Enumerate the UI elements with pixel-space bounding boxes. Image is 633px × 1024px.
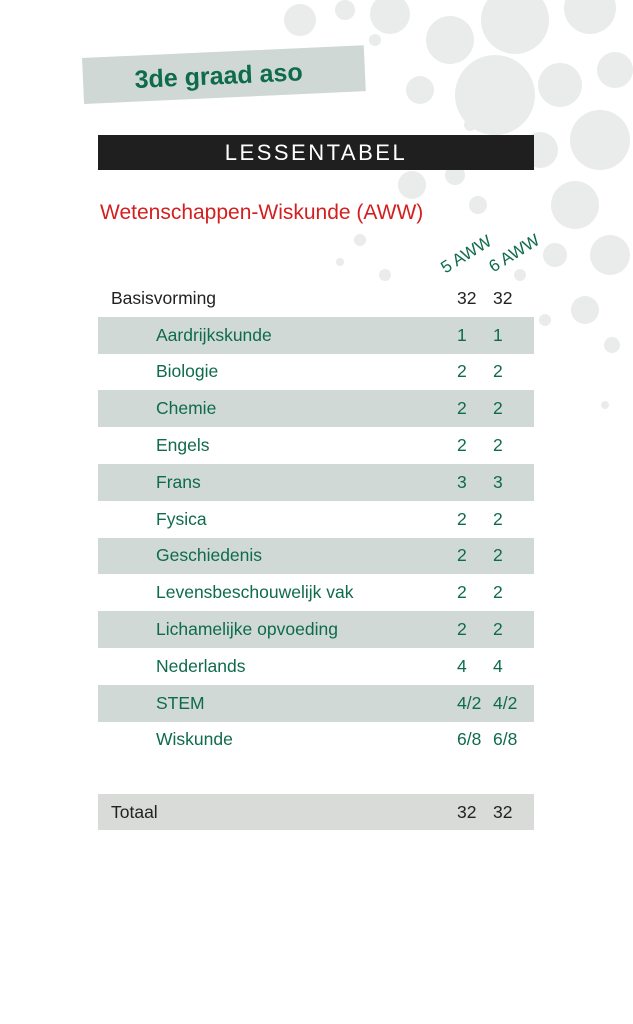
row-value-6aww: 2 (493, 508, 503, 529)
row-value-5aww: 4/2 (457, 692, 482, 713)
lessentabel-table: Basisvorming 32 32 Aardrijkskunde 1 1 Bi… (98, 280, 534, 758)
table-row: Geschiedenis 2 2 (98, 537, 534, 575)
table-row: Aardrijkskunde 1 1 (98, 316, 534, 354)
row-value-6aww: 6/8 (493, 729, 518, 750)
page-title: LESSENTABEL (224, 139, 408, 165)
row-label: Lichamelijke opvoeding (156, 619, 338, 640)
row-value-6aww: 2 (493, 545, 503, 566)
row-label: Aardrijkskunde (156, 324, 272, 345)
row-label: Geschiedenis (156, 545, 263, 566)
row-value-6aww: 2 (493, 582, 503, 603)
row-value-5aww: 2 (457, 619, 467, 640)
row-value-5aww: 2 (457, 545, 467, 566)
table-row: Wiskunde 6/8 6/8 (98, 722, 534, 759)
row-label: Wiskunde (156, 729, 233, 750)
table-row-basisvorming: Basisvorming 32 32 (98, 280, 534, 317)
program-title: Wetenschappen-Wiskunde (AWW) (100, 201, 424, 224)
table-row: Nederlands 4 4 (98, 648, 534, 685)
row-label: Engels (156, 435, 210, 456)
row-label: Biologie (156, 361, 219, 382)
row-label: Fysica (156, 508, 207, 529)
row-label: Levensbeschouwelijk vak (156, 582, 354, 603)
row-value-6aww: 2 (493, 398, 503, 419)
row-value-5aww: 2 (457, 398, 467, 419)
row-label: Basisvorming (111, 287, 217, 308)
table-row: Fysica 2 2 (98, 501, 534, 538)
row-value-5aww: 2 (457, 508, 467, 529)
row-label: Chemie (156, 398, 217, 419)
row-value-6aww: 2 (493, 361, 503, 382)
table-total-row: Totaal 32 32 (98, 794, 534, 830)
row-value-6aww: 4 (493, 655, 503, 676)
total-value-5aww: 32 (457, 801, 477, 822)
row-label: Nederlands (156, 655, 246, 676)
row-label: STEM (156, 692, 205, 713)
table-row: STEM 4/2 4/2 (98, 684, 534, 722)
row-value-5aww: 2 (457, 361, 467, 382)
row-value-6aww: 1 (493, 324, 503, 345)
total-value-6aww: 32 (493, 801, 513, 822)
table-row: Chemie 2 2 (98, 390, 534, 428)
table-row: Frans 3 3 (98, 463, 534, 501)
table-row: Biologie 2 2 (98, 354, 534, 391)
row-value-5aww: 2 (457, 435, 467, 456)
table-row: Levensbeschouwelijk vak 2 2 (98, 574, 534, 611)
page-title-bar: LESSENTABEL (98, 135, 534, 170)
row-value-5aww: 6/8 (457, 729, 482, 750)
total-label: Totaal (111, 801, 158, 822)
row-value-6aww: 2 (493, 619, 503, 640)
row-value-5aww: 4 (457, 655, 467, 676)
row-value-5aww: 1 (457, 324, 467, 345)
table-row: Lichamelijke opvoeding 2 2 (98, 611, 534, 648)
row-value-6aww: 4/2 (493, 692, 518, 713)
row-label: Frans (156, 471, 201, 492)
row-value-5aww: 2 (457, 582, 467, 603)
row-value-6aww: 2 (493, 435, 503, 456)
row-value-5aww: 32 (457, 287, 477, 308)
row-value-6aww: 3 (493, 471, 503, 492)
table-row: Engels 2 2 (98, 427, 534, 464)
row-value-6aww: 32 (493, 287, 513, 308)
row-value-5aww: 3 (457, 471, 467, 492)
